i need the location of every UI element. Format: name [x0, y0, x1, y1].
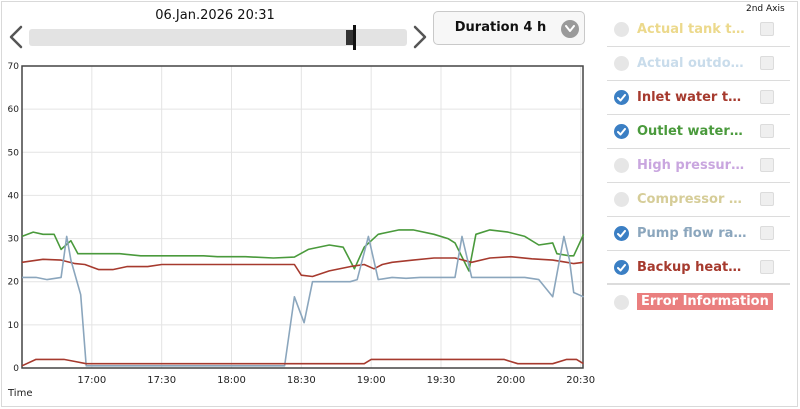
legend-item[interactable]: Backup heate... [607, 251, 790, 285]
second-axis-checkbox[interactable] [760, 260, 774, 274]
unchecked-circle-icon[interactable] [614, 192, 629, 207]
legend-item[interactable]: High pressure ... [607, 149, 790, 183]
second-axis-checkbox[interactable] [760, 158, 774, 172]
second-axis-checkbox[interactable] [760, 226, 774, 240]
second-axis-checkbox[interactable] [760, 56, 774, 70]
legend-item-label: Pump flow rat... [637, 226, 747, 241]
second-axis-header: 2nd Axis [746, 4, 785, 14]
second-axis-checkbox[interactable] [760, 124, 774, 138]
legend-item-label: Actual tank te... [637, 22, 747, 37]
y-tick-label: 50 [8, 148, 20, 158]
unchecked-circle-icon[interactable] [614, 56, 629, 71]
chart-area: 0 10 20 30 40 50 60 70 17:00 17:30 18:00 18:30 19:00… [0, 58, 600, 403]
legend-item[interactable]: Inlet water te... [607, 81, 790, 115]
legend-item-label: Outlet water t... [637, 124, 747, 139]
unchecked-circle-icon[interactable] [614, 295, 629, 310]
checkmark-icon[interactable] [614, 90, 629, 105]
legend-item-label: Backup heate... [637, 260, 747, 275]
unchecked-circle-icon[interactable] [614, 22, 629, 37]
series-legend: Actual tank te... Actual outdoo... Inlet w… [607, 13, 790, 319]
error-information-label: Error Information [637, 293, 773, 310]
timeline-slider[interactable] [29, 25, 407, 50]
timeline-window-marker [346, 30, 354, 45]
legend-item[interactable]: Outlet water t... [607, 115, 790, 149]
x-tick-label: 20:00 [496, 375, 525, 386]
line-chart: 0 10 20 30 40 50 60 70 17:00 17:30 18:00 18:30 19:00… [7, 62, 595, 399]
chevron-down-icon [561, 20, 579, 38]
duration-label: Duration 4 h [454, 20, 547, 35]
duration-select[interactable]: Duration 4 h [433, 11, 585, 45]
legend-item[interactable]: Actual tank te... [607, 13, 790, 47]
chevron-left-icon[interactable] [6, 24, 26, 50]
y-tick-label: 70 [8, 62, 20, 72]
series-line [21, 255, 584, 278]
error-information-item[interactable]: Error Information [607, 285, 790, 319]
timeline-slider-handle[interactable] [353, 25, 356, 50]
series-line [21, 229, 585, 272]
timeline-timestamp: 06.Jan.2026 20:31 [155, 8, 275, 23]
second-axis-checkbox[interactable] [760, 90, 774, 104]
series-line [22, 235, 584, 367]
y-tick-label: 20 [8, 278, 20, 288]
x-tick-label: 17:30 [147, 375, 176, 386]
legend-item-label: Inlet water te... [637, 90, 747, 105]
legend-item-label: Compressor fr... [637, 192, 747, 207]
chevron-right-icon[interactable] [410, 24, 430, 50]
y-tick-label: 60 [8, 105, 20, 115]
x-axis-label: Time [7, 388, 32, 399]
checkmark-icon[interactable] [614, 124, 629, 139]
x-tick-label: 19:00 [357, 375, 386, 386]
y-tick-label: 10 [8, 321, 20, 331]
legend-item-label: High pressure ... [637, 158, 747, 173]
legend-item-label: Actual outdoo... [637, 56, 747, 71]
checkmark-icon[interactable] [614, 226, 629, 241]
checkmark-icon[interactable] [614, 260, 629, 275]
x-tick-label: 17:00 [77, 375, 106, 386]
y-tick-label: 0 [13, 364, 19, 374]
legend-item[interactable]: Compressor fr... [607, 183, 790, 217]
series-line [21, 358, 584, 367]
legend-item[interactable]: Pump flow rat... [607, 217, 790, 251]
second-axis-checkbox[interactable] [760, 22, 774, 36]
x-tick-label: 18:00 [217, 375, 246, 386]
second-axis-checkbox[interactable] [760, 192, 774, 206]
x-tick-label: 19:30 [427, 375, 456, 386]
unchecked-circle-icon[interactable] [614, 158, 629, 173]
x-tick-label: 20:30 [566, 375, 595, 386]
x-tick-label: 18:30 [287, 375, 316, 386]
legend-item[interactable]: Actual outdoo... [607, 47, 790, 81]
plot-border [21, 65, 584, 369]
y-tick-label: 30 [8, 235, 20, 245]
y-tick-label: 40 [8, 191, 20, 201]
